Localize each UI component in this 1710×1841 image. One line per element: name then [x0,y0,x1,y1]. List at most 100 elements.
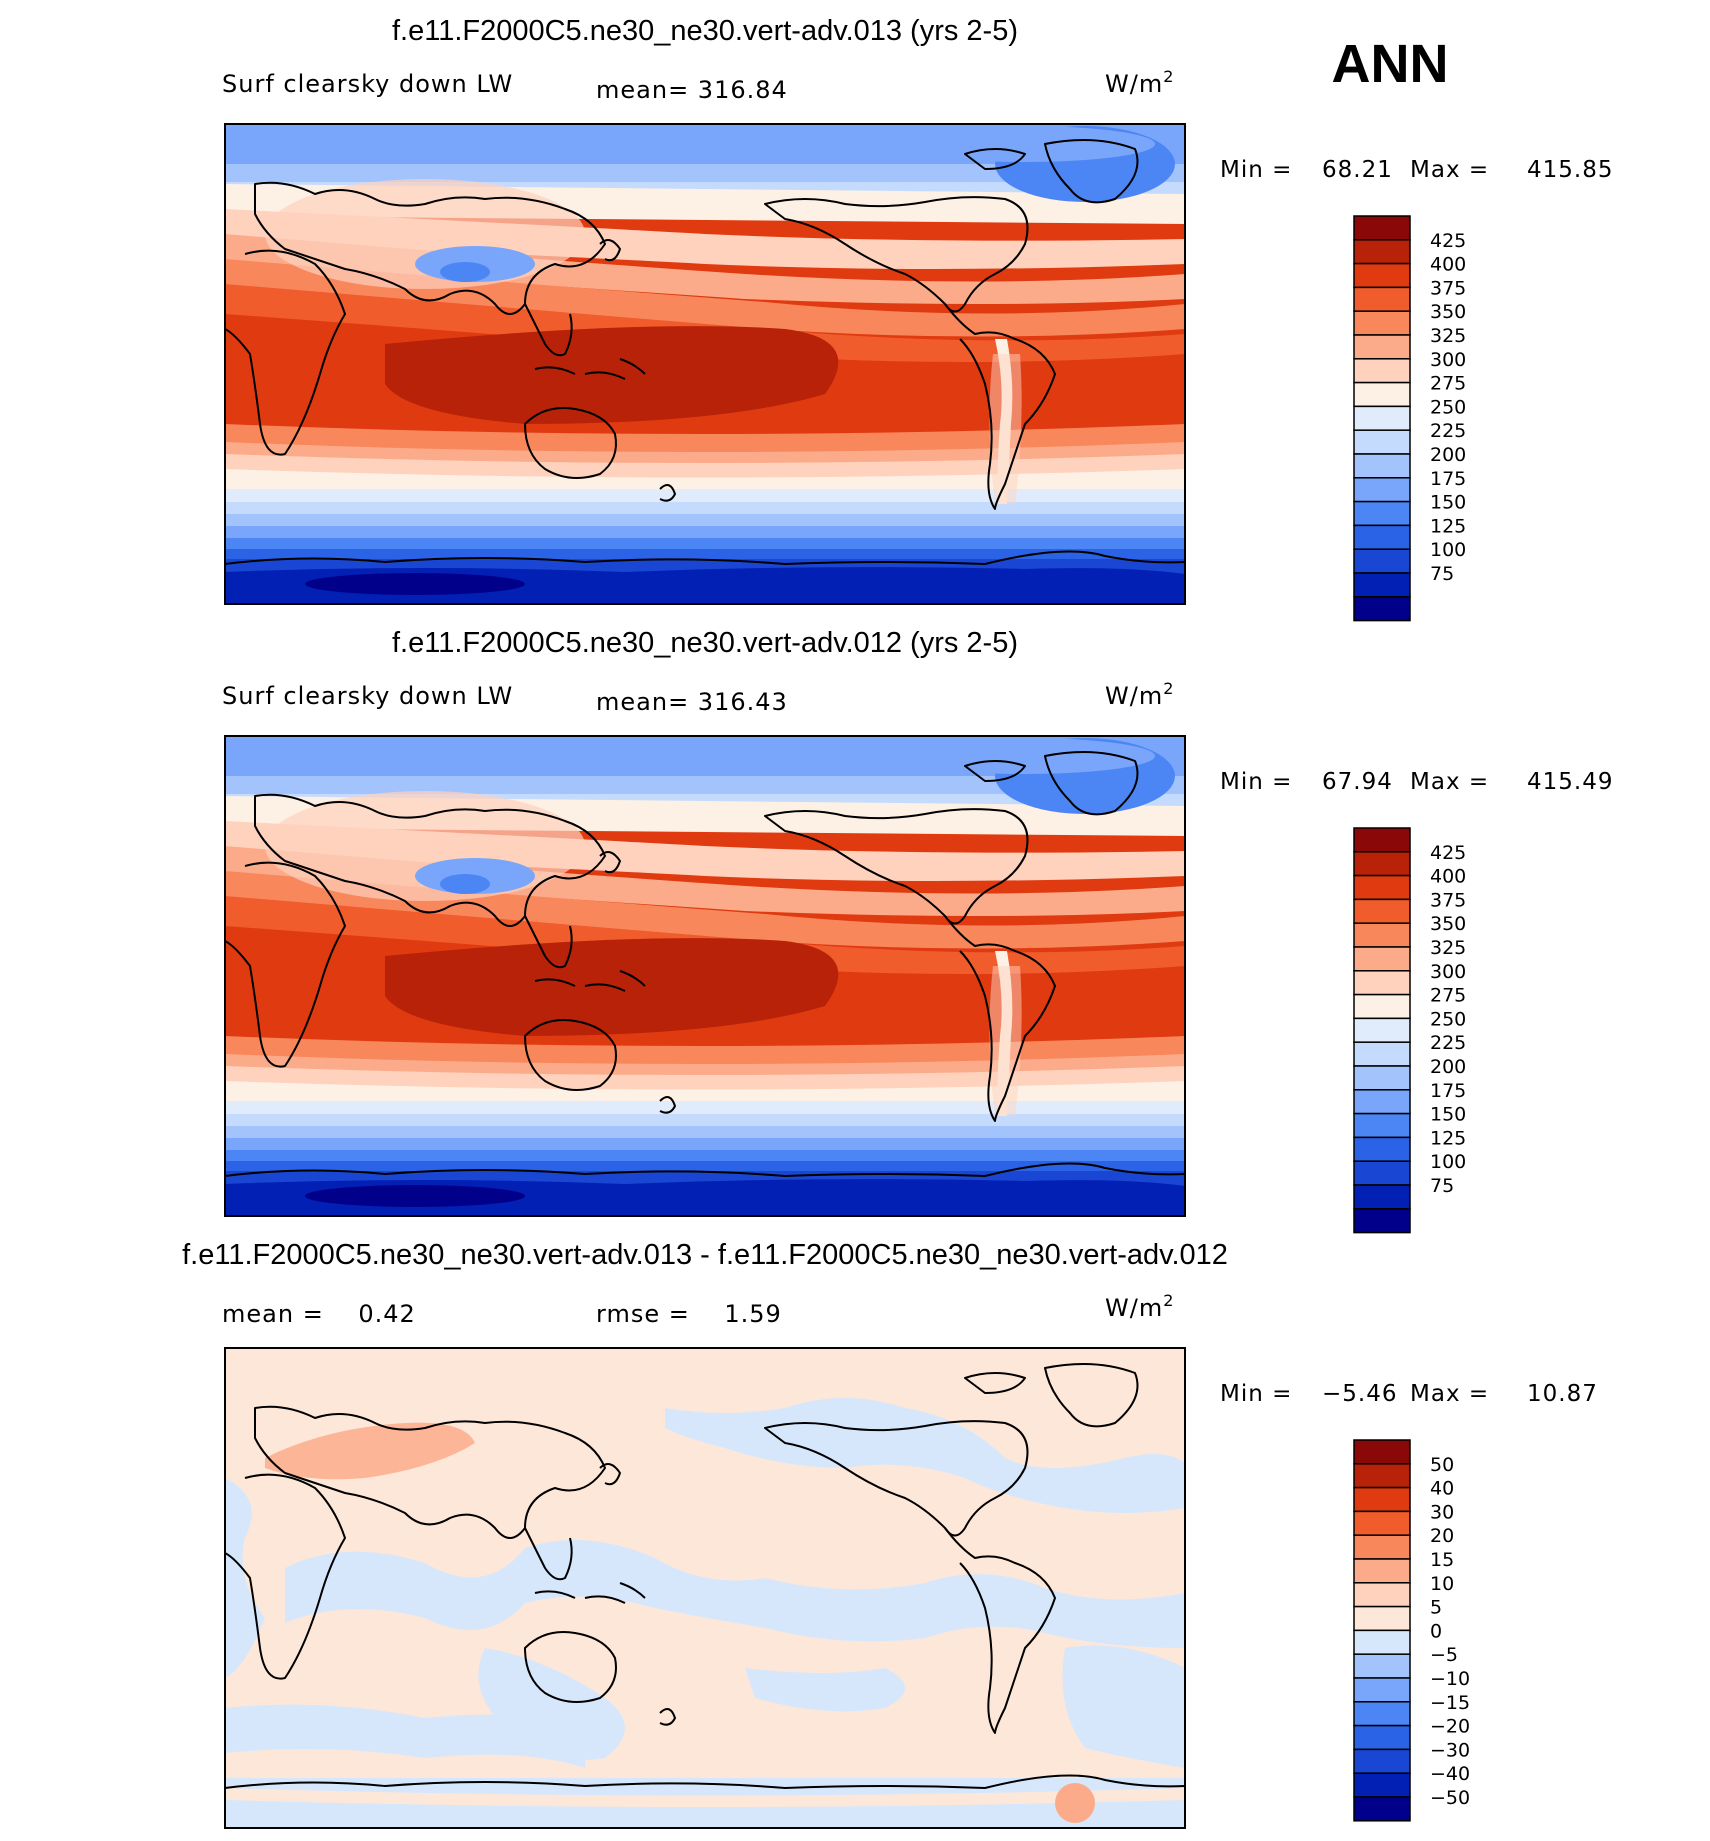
colorbar-tick-label: 0 [1430,1620,1442,1642]
colorbar-box [1353,286,1411,312]
colorbar-box [1353,1582,1411,1608]
colorbar-box [1353,1184,1411,1210]
colorbar-tick-label: 400 [1430,866,1466,888]
colorbar-box [1353,429,1411,455]
units-label: W/m2 [1105,679,1174,710]
colorbar-box [1353,381,1411,408]
colorbar-box [1353,1772,1411,1798]
colorbar-box [1353,1439,1411,1465]
panel-case: f.e11.F2000C5.ne30_ne30.vert-adv.013 (yr… [222,15,1613,622]
min-value: 67.94 [1322,769,1393,795]
colorbar-box [1353,215,1411,241]
colorbar-box [1353,453,1411,479]
colorbar-box [1353,1112,1411,1139]
colorbar-tick-label: 200 [1430,444,1466,466]
colorbar-tick-label: 175 [1430,468,1466,490]
min-label: Min = [1220,1381,1292,1407]
colorbar-tick-label: −50 [1430,1787,1470,1809]
colorbar-tick-label: 200 [1430,1056,1466,1078]
colorbar-box [1353,993,1411,1020]
colorbar-tick-label: 75 [1430,563,1454,585]
map-plot [224,735,1186,1217]
max-value: 415.49 [1527,769,1613,795]
colorbar-box [1353,1558,1411,1584]
colorbar-tick-label: 150 [1430,1104,1466,1126]
min-value: 68.21 [1322,157,1393,183]
colorbar-box [1353,874,1411,901]
colorbar-tick-label: 5 [1430,1597,1442,1619]
map-plot [224,123,1186,605]
colorbar-tick-label: 10 [1430,1573,1454,1595]
colorbar-tick-label: 425 [1430,230,1466,252]
mean-label: mean= 316.43 [596,688,788,716]
max-label: Max = [1410,157,1489,183]
colorbar-box [1353,851,1411,877]
colorbar-tick-label: 175 [1430,1080,1466,1102]
colorbar-tick-label: 100 [1430,1151,1466,1173]
colorbar-tick-label: −30 [1430,1739,1470,1761]
colorbar-box [1353,1796,1411,1822]
colorbar-tick-label: 125 [1430,515,1466,537]
colorbar-box [1353,1701,1411,1727]
panel-title: f.e11.F2000C5.ne30_ne30.vert-adv.012 (yr… [392,627,1018,659]
colorbar-box [1353,500,1411,527]
colorbar-box [1353,1208,1411,1234]
colorbar-tick-label: 350 [1430,301,1466,323]
colorbar-box [1353,1748,1411,1774]
colorbar-tick-label: 100 [1430,539,1466,561]
colorbar-tick-label: 225 [1430,1032,1466,1054]
colorbar-tick-label: 350 [1430,913,1466,935]
min-value: −5.46 [1322,1381,1397,1407]
colorbar-tick-label: 20 [1430,1525,1454,1547]
colorbar-box [1353,1160,1411,1186]
colorbar: 4254003753503253002752502252001751501251… [1353,827,1466,1234]
season-label: ANN [1332,34,1449,94]
max-value: 415.85 [1527,157,1613,183]
units-label: W/m2 [1105,67,1174,98]
colorbar-box [1353,898,1411,924]
colorbar-tick-label: 225 [1430,420,1466,442]
colorbar-box [1353,1724,1411,1751]
colorbar-tick-label: 15 [1430,1549,1454,1571]
colorbar-tick-label: 250 [1430,396,1466,418]
colorbar-box [1353,1089,1411,1115]
variable-label: Surf clearsky down LW [222,70,513,98]
colorbar-tick-label: −40 [1430,1763,1470,1785]
colorbar-box [1353,239,1411,265]
colorbar-tick-label: 300 [1430,961,1466,983]
min-label: Min = [1220,157,1292,183]
colorbar-tick-label: 150 [1430,492,1466,514]
mean-label: mean= 316.84 [596,76,788,104]
colorbar-box [1353,1136,1411,1162]
colorbar-box [1353,1629,1411,1655]
colorbar-tick-label: −10 [1430,1668,1470,1690]
colorbar-tick-label: 375 [1430,277,1466,299]
colorbar: 4254003753503253002752502252001751501251… [1353,215,1466,622]
colorbar-box [1353,970,1411,996]
colorbar-box [1353,1677,1411,1703]
colorbar-box [1353,310,1411,336]
colorbar-tick-label: −20 [1430,1716,1470,1738]
mean-label: mean = 0.42 [222,1300,416,1328]
colorbar-box [1353,827,1411,853]
colorbar-tick-label: −15 [1430,1692,1470,1714]
colorbar-box [1353,334,1411,360]
colorbar-box [1353,596,1411,622]
colorbar-tick-label: 50 [1430,1454,1454,1476]
map-plot [224,1347,1186,1829]
colorbar-box [1353,1463,1411,1489]
colorbar-tick-label: 425 [1430,842,1466,864]
colorbar-tick-label: 400 [1430,254,1466,276]
colorbar-tick-label: −5 [1430,1644,1458,1666]
variable-label: Surf clearsky down LW [222,682,513,710]
panel-difference: f.e11.F2000C5.ne30_ne30.vert-adv.013 - f… [182,1239,1597,1829]
max-label: Max = [1410,769,1489,795]
colorbar-box [1353,477,1411,503]
panel-title: f.e11.F2000C5.ne30_ne30.vert-adv.013 (yr… [392,15,1018,47]
colorbar-tick-label: 75 [1430,1175,1454,1197]
colorbar-box [1353,1653,1411,1679]
colorbar-box [1353,1041,1411,1067]
colorbar-box [1353,1486,1411,1513]
colorbar-box [1353,1534,1411,1560]
